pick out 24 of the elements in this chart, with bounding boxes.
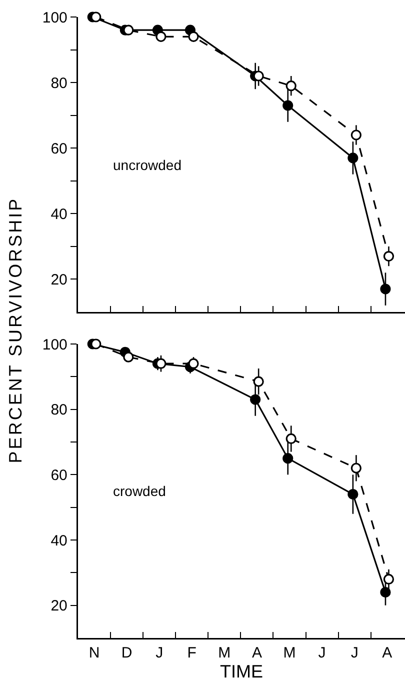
y-tick-label: 40	[50, 532, 68, 550]
x-tick-label: J	[318, 644, 326, 662]
x-tick-label: D	[121, 644, 132, 662]
y-tick-label: 20	[50, 271, 68, 288]
y-tick-label: 20	[50, 598, 68, 615]
x-tick-label: N	[88, 644, 100, 662]
y-tick-label: 40	[50, 206, 68, 223]
x-tick-label: J	[350, 644, 358, 662]
x-tick-label: M	[283, 644, 296, 662]
y-axis-title: PERCENT SURVIVORSHIP	[6, 196, 26, 464]
x-tick-label: A	[252, 644, 262, 662]
y-tick-label: 60	[50, 466, 68, 484]
annotation: crowded	[113, 483, 166, 499]
x-tick-label: J	[156, 644, 164, 662]
y-tick-label: 80	[50, 402, 68, 419]
x-tick-label: F	[187, 644, 196, 662]
y-tick-label: 100	[42, 336, 68, 354]
x-tick-label: A	[382, 644, 392, 662]
y-tick-label: 100	[42, 9, 68, 26]
y-tick-label: 60	[50, 140, 68, 158]
x-axis-title: TIME	[220, 662, 263, 682]
y-tick-label: 80	[50, 74, 68, 92]
annotation: uncrowded	[113, 157, 182, 173]
x-tick-label: M	[218, 644, 231, 662]
